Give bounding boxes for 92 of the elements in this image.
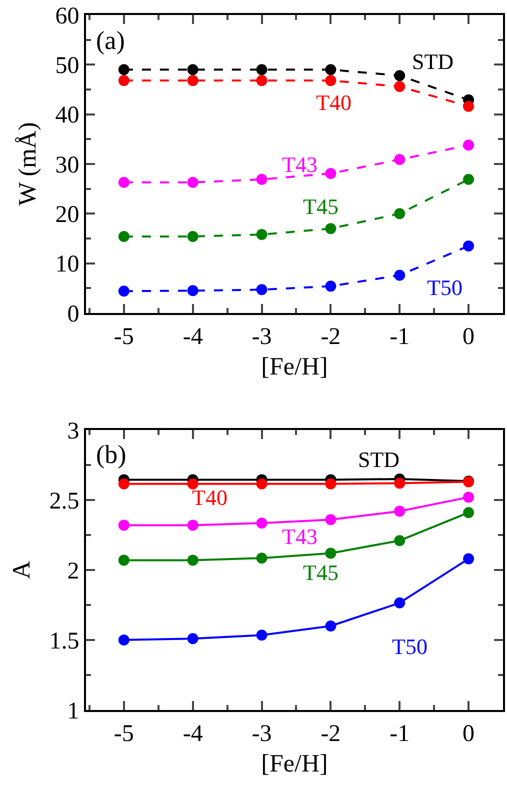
point — [256, 630, 268, 641]
series-label: T43 — [282, 152, 318, 177]
point — [394, 597, 406, 608]
series-label: T45 — [303, 560, 338, 585]
point — [187, 231, 198, 242]
point — [187, 285, 198, 296]
annotation: (b) — [96, 440, 126, 469]
point — [394, 478, 406, 489]
point — [256, 478, 268, 490]
point — [463, 553, 474, 564]
point — [187, 478, 198, 490]
point — [325, 64, 336, 76]
series-label: T50 — [427, 275, 462, 300]
y-tick-label: 3 — [67, 418, 80, 444]
x-tick-label: -1 — [390, 324, 410, 350]
point — [187, 176, 198, 188]
point — [187, 554, 198, 566]
point — [394, 81, 406, 92]
x-tick-label: -2 — [320, 324, 341, 350]
point — [118, 554, 130, 566]
y-tick-label: 1 — [67, 698, 80, 724]
point — [394, 535, 406, 546]
point — [325, 548, 336, 559]
x-axis-title: [Fe/H] — [261, 353, 328, 380]
point — [394, 208, 406, 220]
y-axis-title: W (mÅ) — [14, 122, 42, 206]
point — [256, 552, 268, 564]
x-tick-label: 0 — [462, 720, 475, 747]
point — [394, 506, 406, 517]
point — [325, 620, 336, 632]
point — [256, 229, 268, 240]
point — [325, 478, 336, 490]
series-label: T40 — [192, 485, 228, 510]
point — [256, 174, 268, 185]
x-tick-label: -4 — [182, 324, 203, 350]
point — [394, 154, 406, 166]
point — [325, 514, 336, 526]
annotation: (a) — [96, 26, 125, 55]
y-tick-label: 2.5 — [49, 488, 80, 514]
point — [463, 240, 474, 252]
y-tick-label: 30 — [55, 152, 80, 178]
point — [118, 176, 130, 188]
point — [463, 492, 474, 503]
point — [187, 520, 198, 531]
y-tick-label: 0 — [67, 301, 80, 328]
series-label: T50 — [392, 634, 428, 659]
x-axis-title: [Fe/H] — [261, 750, 328, 778]
point — [187, 633, 198, 644]
y-tick-label: 10 — [55, 252, 80, 278]
point — [256, 284, 268, 296]
point — [256, 64, 268, 76]
point — [325, 75, 336, 86]
series-label: T40 — [316, 90, 352, 115]
y-tick-label: 2 — [67, 558, 80, 584]
x-tick-label: -4 — [182, 720, 203, 747]
y-tick-label: 50 — [55, 53, 80, 80]
x-tick-label: -2 — [320, 720, 341, 747]
series-label: STD — [358, 447, 400, 472]
point — [256, 518, 268, 529]
point — [394, 70, 406, 82]
point — [118, 634, 130, 646]
point — [118, 286, 130, 297]
y-tick-label: 20 — [55, 202, 80, 228]
x-tick-label: -3 — [252, 720, 272, 747]
point — [325, 280, 336, 292]
point — [118, 478, 130, 490]
point — [394, 270, 406, 281]
y-tick-label: 60 — [55, 3, 80, 30]
point — [256, 75, 268, 86]
point — [325, 223, 336, 234]
x-tick-label: -5 — [114, 720, 134, 747]
point — [118, 75, 130, 86]
series-label: T43 — [282, 524, 318, 549]
point — [118, 64, 130, 76]
x-tick-label: -1 — [390, 720, 410, 747]
x-tick-label: -5 — [114, 324, 134, 350]
point — [325, 168, 336, 179]
point — [463, 174, 474, 185]
y-tick-label: 40 — [55, 102, 80, 129]
y-tick-label: 1.5 — [49, 628, 80, 654]
series-label: T45 — [303, 194, 338, 219]
point — [187, 64, 198, 76]
point — [118, 231, 130, 242]
series-label: STD — [412, 49, 454, 74]
x-tick-label: 0 — [462, 324, 475, 350]
point — [187, 75, 198, 86]
point — [463, 100, 474, 112]
point — [118, 520, 130, 531]
point — [463, 507, 474, 518]
point — [463, 140, 474, 151]
y-axis-title: A — [8, 560, 36, 580]
x-tick-label: -3 — [252, 324, 272, 350]
